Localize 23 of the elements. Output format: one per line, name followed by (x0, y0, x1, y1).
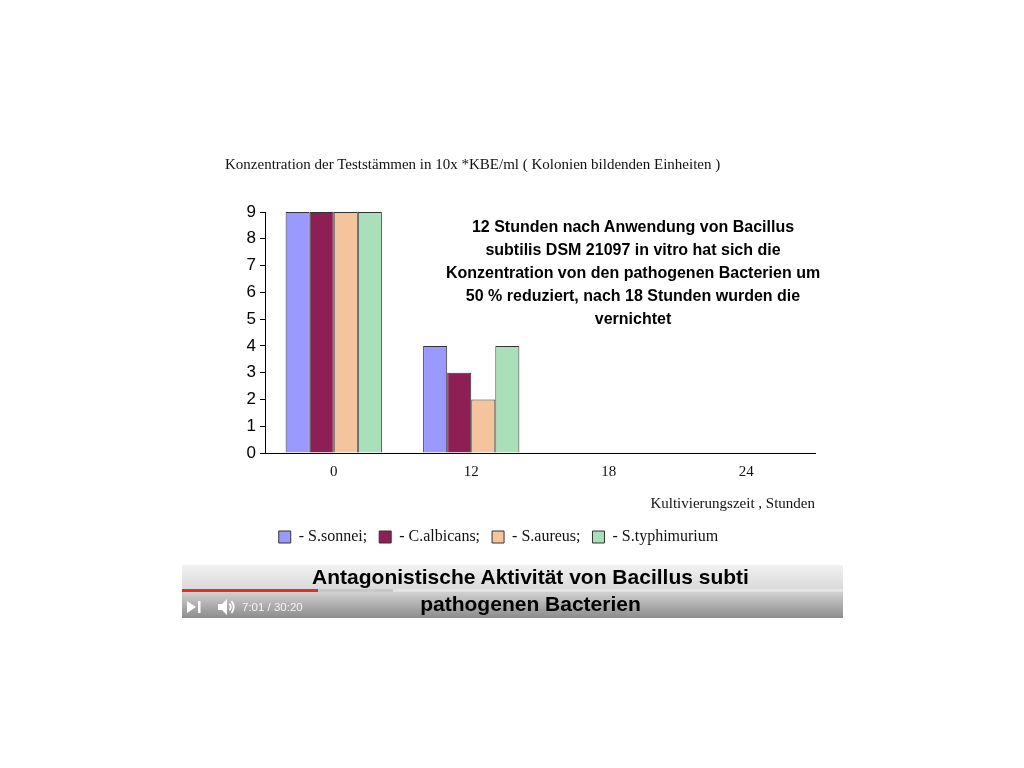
y-tick-label: 1 (246, 415, 256, 435)
x-tick-label: 24 (738, 462, 755, 479)
y-tick-label: 5 (246, 308, 256, 328)
text: 7:01 / 30:20 (242, 600, 303, 614)
y-tick-label: 0 (246, 442, 256, 462)
y-tick-label: 9 (246, 201, 256, 221)
x-axis-title: Kultivierungszeit , Stunden (650, 494, 816, 511)
legend-label: - C.albicans; (399, 527, 481, 545)
y-axis-title: Konzentration der Teststämmen in 10x *KBE/ml ( Kolonien bildenden Einheiten ) (225, 155, 721, 173)
y-tick-label: 8 (246, 228, 256, 248)
y-tick-label: 4 (246, 335, 256, 355)
annotation: 12 Stunden nach Anwendung von Bacillus subtilis DSM 21097 in vitro hat sich die Konzentration von den pathogenen Bacterien um 50 % reduziert, nach 18 Stunden wurden die vernichtet (445, 218, 821, 328)
legend-label: - S.typhimurium (612, 527, 719, 546)
legend-label: - S.aureus; (512, 527, 581, 545)
x-tick-label: 0 (330, 462, 338, 479)
text: Antagonistische Aktivität von Bacillus subti pathogenen Bacterien (312, 565, 749, 615)
y-tick-label: 7 (246, 255, 256, 275)
x-tick-label: 18 (601, 462, 617, 479)
y-tick-label: 2 (246, 389, 256, 409)
x-tick-label: 12 (463, 462, 479, 479)
legend-label: - S.sonnei; (298, 527, 368, 545)
y-tick-label: 6 (246, 282, 256, 302)
y-tick-label: 3 (246, 362, 256, 382)
